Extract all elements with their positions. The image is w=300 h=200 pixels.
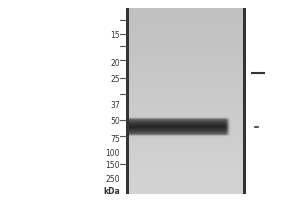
Text: 75: 75 [110,136,120,144]
Text: 25: 25 [110,75,120,84]
Text: 20: 20 [110,60,120,68]
Text: 50: 50 [110,117,120,127]
Text: 15: 15 [110,31,120,40]
Text: 37: 37 [110,102,120,110]
Text: 100: 100 [106,150,120,158]
Text: 250: 250 [106,176,120,184]
Text: kDa: kDa [103,188,120,196]
Text: 150: 150 [106,162,120,170]
